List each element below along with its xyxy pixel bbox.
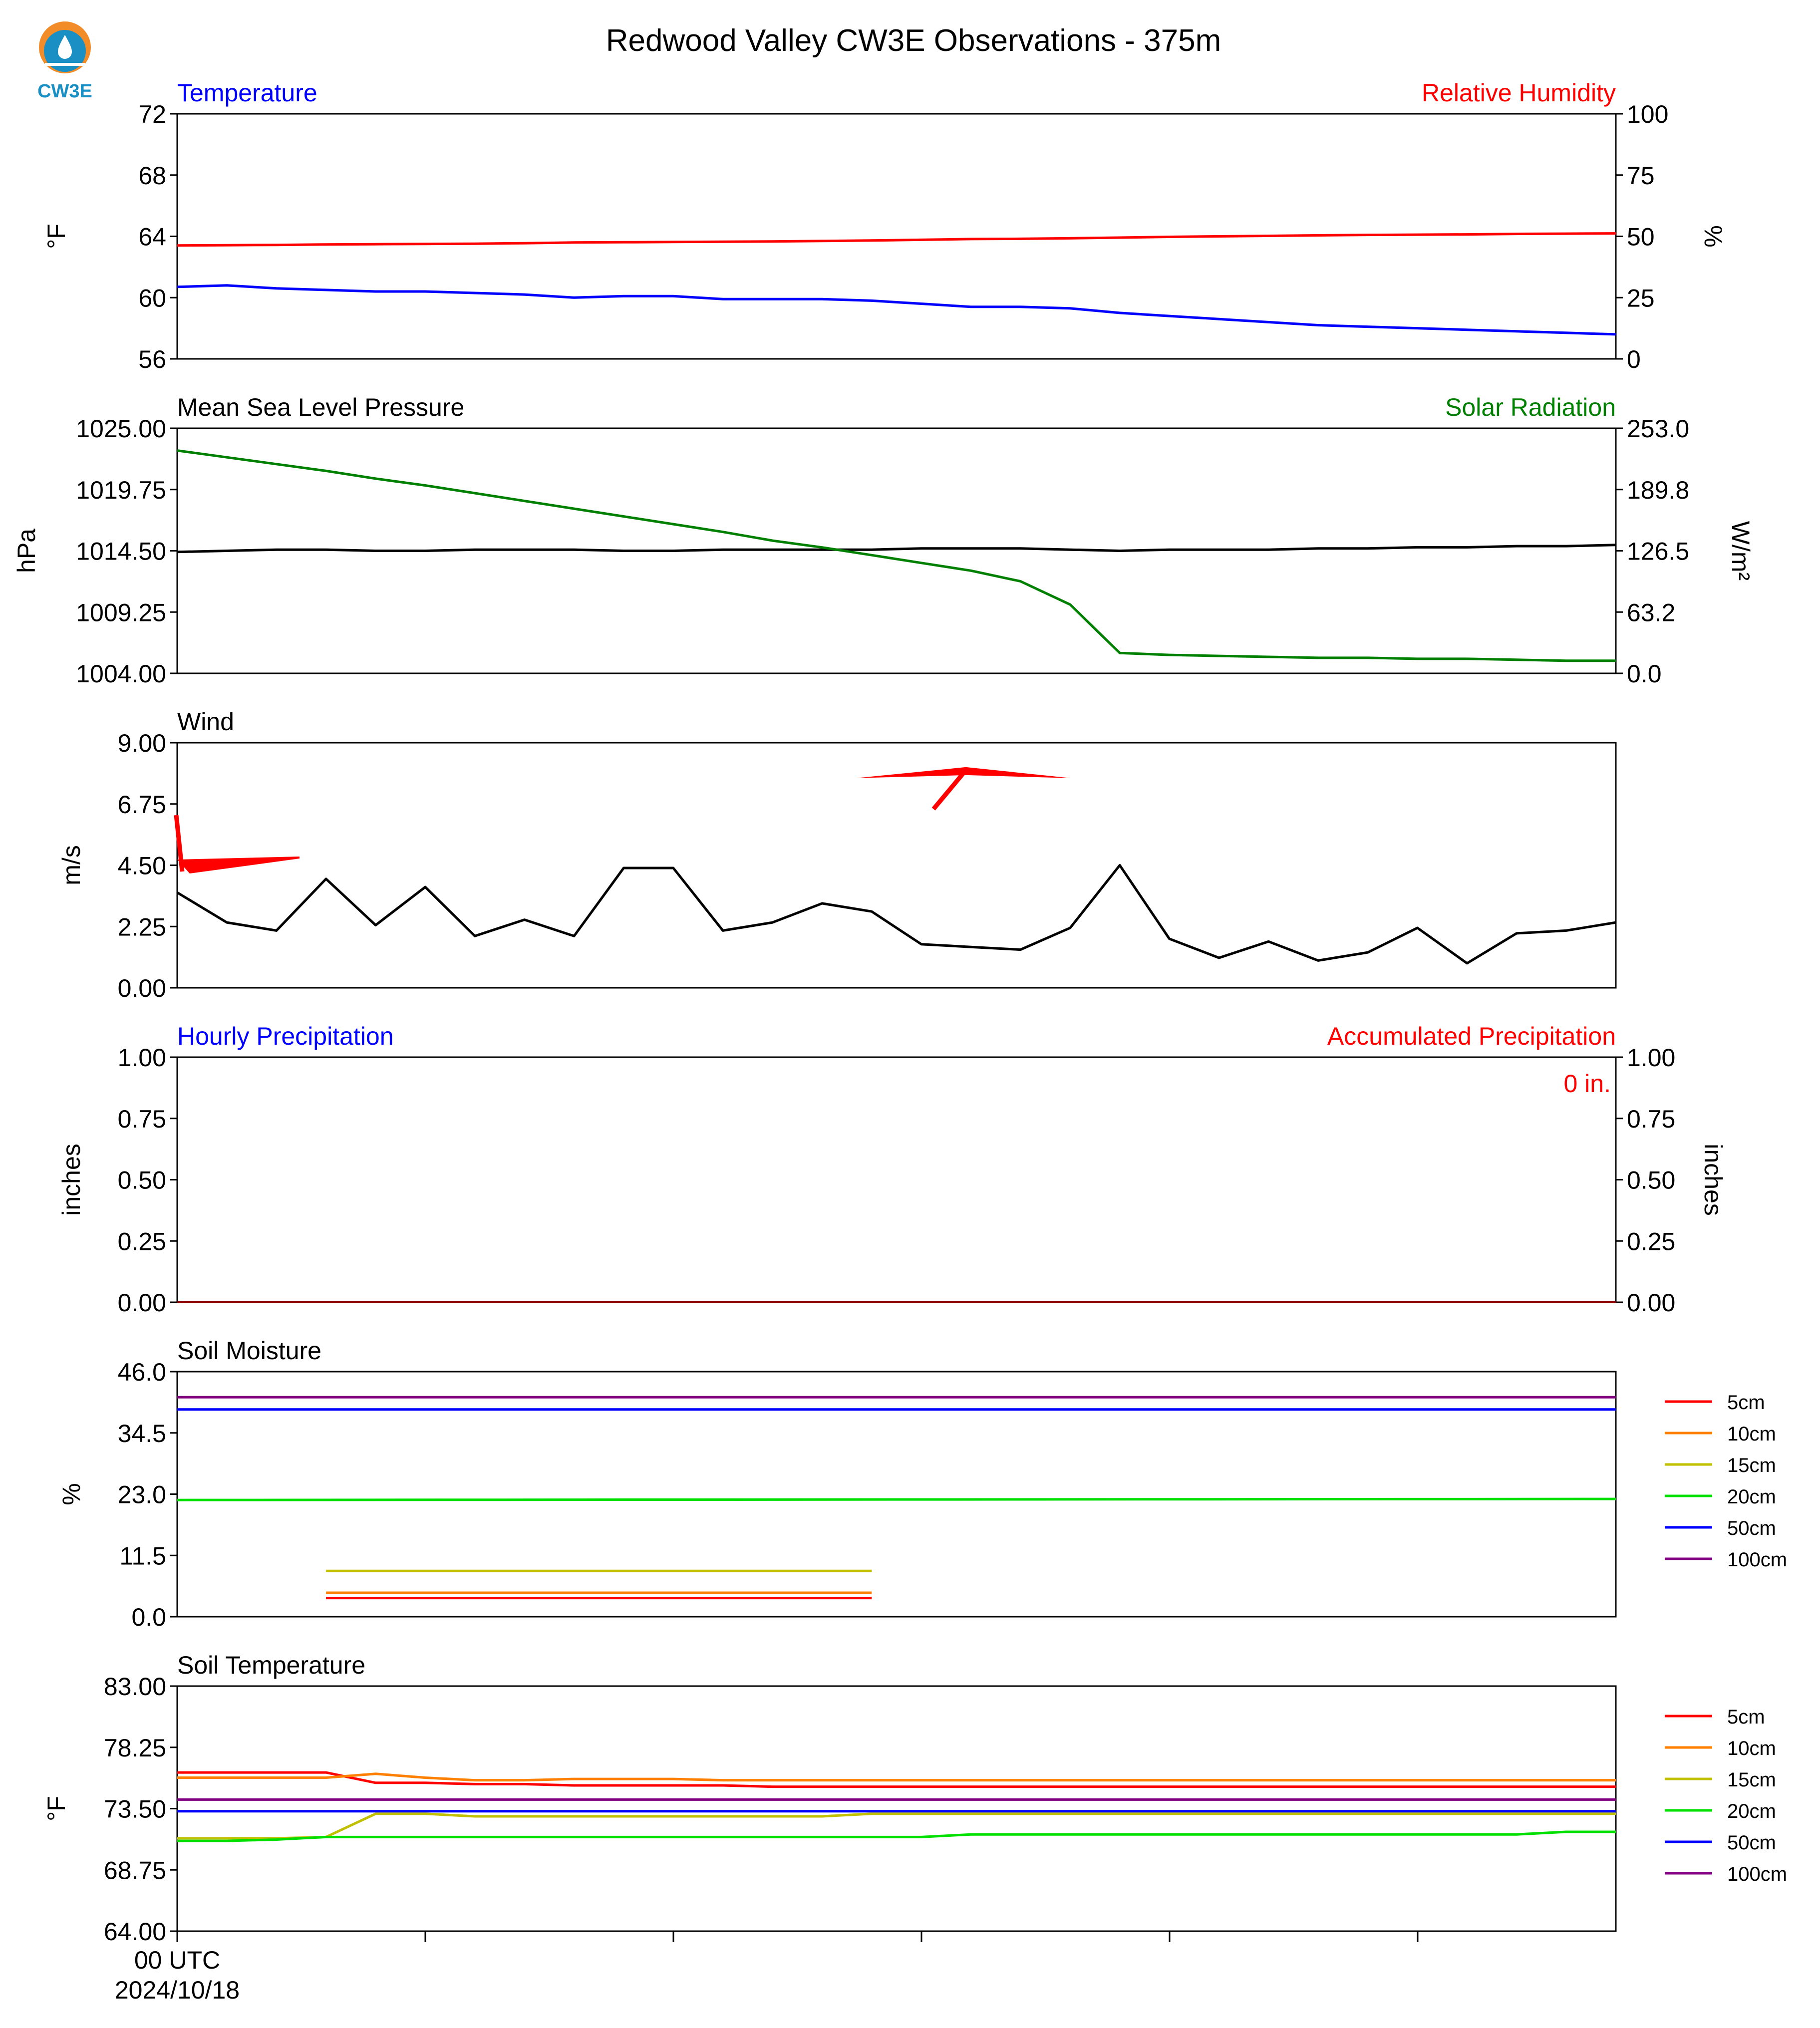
- soil-moisture-legend-label: 15cm: [1727, 1454, 1776, 1476]
- pressure-solar-right-tick-label: 126.5: [1627, 538, 1689, 566]
- chart-title: Redwood Valley CW3E Observations - 375m: [606, 23, 1221, 58]
- soil-temp-series-line: [177, 1771, 1616, 1788]
- soil-moisture-left-tick-label: 46.0: [118, 1358, 166, 1386]
- soil-moisture-legend-label: 50cm: [1727, 1517, 1776, 1539]
- pressure-solar-right-tick-label: 189.8: [1627, 476, 1689, 504]
- pressure-solar-left-tick-label: 1004.00: [76, 660, 166, 688]
- wind-left-tick-label: 9.00: [118, 729, 166, 757]
- soil-moisture-left-tick-label: 34.5: [118, 1420, 166, 1448]
- soil-temp-legend-label: 50cm: [1727, 1832, 1776, 1854]
- soil-moisture-left-tick-label: 11.5: [119, 1542, 166, 1570]
- pressure-solar-right-title: Solar Radiation: [1445, 393, 1616, 421]
- soil-moisture-series-line: [177, 1497, 1616, 1501]
- soil-moisture-legend-label: 20cm: [1727, 1486, 1776, 1508]
- wind-barb-icon: [177, 857, 300, 874]
- soil-temp-legend-label: 15cm: [1727, 1769, 1776, 1791]
- soil-moisture-left-ylabel: %: [57, 1483, 85, 1505]
- soil-temp-frame: [176, 1685, 1617, 1932]
- pressure-solar-left-title: Mean Sea Level Pressure: [177, 393, 464, 421]
- precip-left-title: Hourly Precipitation: [177, 1022, 394, 1050]
- pressure-solar-left-tick-label: 1009.25: [76, 598, 166, 626]
- wind-frame: [176, 742, 1617, 989]
- wind-barb-staff-icon: [174, 815, 185, 872]
- soil-temp-series-line: [177, 1772, 1616, 1782]
- precip-right-tick-label: 1.00: [1627, 1044, 1675, 1072]
- soil-temp-series-line: [177, 1830, 1616, 1842]
- soil-moisture-legend-label: 10cm: [1727, 1423, 1776, 1445]
- wind-left-tick-label: 6.75: [118, 791, 166, 819]
- soil-temp-left-title: Soil Temperature: [177, 1651, 365, 1679]
- temp-rh-left-tick-label: 60: [138, 284, 166, 312]
- soil-temp-left-tick-label: 64.00: [104, 1918, 166, 1946]
- pressure-solar-right-tick-label: 63.2: [1627, 598, 1675, 626]
- soil-moisture-left-tick-label: 0.0: [131, 1603, 166, 1631]
- logo-text: CW3E: [37, 81, 92, 102]
- wind-left-tick-label: 2.25: [118, 913, 166, 941]
- wind-left-ylabel: m/s: [57, 845, 85, 885]
- soil-moisture-legend-label: 100cm: [1727, 1549, 1787, 1571]
- temp-rh-left-ylabel: °F: [42, 224, 70, 249]
- x-tick-label-time: 00 UTC: [134, 1946, 220, 1974]
- temp-rh-left-tick-label: 68: [138, 162, 166, 190]
- x-tick-label-date: 2024/10/18: [115, 1976, 240, 2004]
- precip-right-tick-label: 0.75: [1627, 1105, 1675, 1133]
- temp-rh-frame: [176, 113, 1617, 360]
- pressure-series-line: [177, 544, 1616, 554]
- soil-temp-legend-label: 10cm: [1727, 1738, 1776, 1759]
- temp-rh-right-tick-label: 25: [1627, 284, 1655, 312]
- cw3e-logo: CW3E: [37, 21, 92, 102]
- solar-series-line: [177, 449, 1616, 662]
- soil-moisture-left-tick-label: 23.0: [118, 1481, 166, 1509]
- soil-moisture-legend-label: 5cm: [1727, 1392, 1765, 1414]
- temp-rh-right-title: Relative Humidity: [1422, 79, 1616, 107]
- precip-left-tick-label: 0.50: [118, 1166, 166, 1194]
- soil-temp-legend-label: 20cm: [1727, 1800, 1776, 1822]
- soil-temp-left-tick-label: 83.00: [104, 1673, 166, 1701]
- wind-barb-staff-icon: [931, 769, 968, 811]
- precip-left-tick-label: 0.75: [118, 1105, 166, 1133]
- wind-left-tick-label: 4.50: [118, 852, 166, 880]
- soil-temp-left-tick-label: 68.75: [104, 1856, 166, 1884]
- pressure-solar-left-ylabel: hPa: [12, 529, 40, 573]
- temperature-series-line: [177, 284, 1616, 336]
- precip-frame: [176, 1056, 1617, 1303]
- pressure-solar-left-tick-label: 1025.00: [76, 415, 166, 443]
- humidity-series-line: [177, 232, 1616, 247]
- soil-temp-legend-label: 5cm: [1727, 1706, 1765, 1728]
- temp-rh-right-tick-label: 0: [1627, 345, 1641, 373]
- soil-temp-left-tick-label: 78.25: [104, 1734, 166, 1762]
- precip-annotation: 0 in.: [1563, 1070, 1611, 1098]
- soil-temp-left-ylabel: °F: [42, 1796, 70, 1821]
- soil-temp-legend-label: 100cm: [1727, 1863, 1787, 1885]
- temp-rh-left-tick-label: 64: [138, 223, 166, 251]
- pressure-solar-left-tick-label: 1014.50: [76, 538, 166, 566]
- wind-left-tick-label: 0.00: [118, 974, 166, 1002]
- wind-left-title: Wind: [177, 708, 234, 736]
- precip-left-ylabel: inches: [57, 1144, 85, 1216]
- temp-rh-left-tick-label: 72: [138, 100, 166, 128]
- temp-rh-right-tick-label: 75: [1627, 162, 1655, 190]
- temp-rh-left-tick-label: 56: [138, 345, 166, 373]
- precip-right-title: Accumulated Precipitation: [1327, 1022, 1616, 1050]
- temp-rh-left-title: Temperature: [177, 79, 317, 107]
- pressure-solar-right-tick-label: 253.0: [1627, 415, 1689, 443]
- precip-left-tick-label: 1.00: [118, 1044, 166, 1072]
- pressure-solar-left-tick-label: 1019.75: [76, 476, 166, 504]
- pressure-solar-right-tick-label: 0.0: [1627, 660, 1662, 688]
- pressure-solar-right-ylabel: W/m²: [1727, 521, 1755, 580]
- temp-rh-right-tick-label: 100: [1627, 100, 1668, 128]
- soil-temp-left-tick-label: 73.50: [104, 1795, 166, 1823]
- precip-right-tick-label: 0.00: [1627, 1289, 1675, 1317]
- soil-moisture-left-title: Soil Moisture: [177, 1337, 321, 1365]
- precip-right-tick-label: 0.25: [1627, 1227, 1675, 1255]
- precip-right-ylabel: inches: [1699, 1144, 1727, 1216]
- temp-rh-right-tick-label: 50: [1627, 223, 1655, 251]
- precip-left-tick-label: 0.25: [118, 1227, 166, 1255]
- logo-drop-icon: [58, 35, 72, 59]
- precip-left-tick-label: 0.00: [118, 1289, 166, 1317]
- wind-series-line: [176, 864, 1616, 965]
- temp-rh-right-ylabel: %: [1699, 225, 1727, 247]
- precip-right-tick-label: 0.50: [1627, 1166, 1675, 1194]
